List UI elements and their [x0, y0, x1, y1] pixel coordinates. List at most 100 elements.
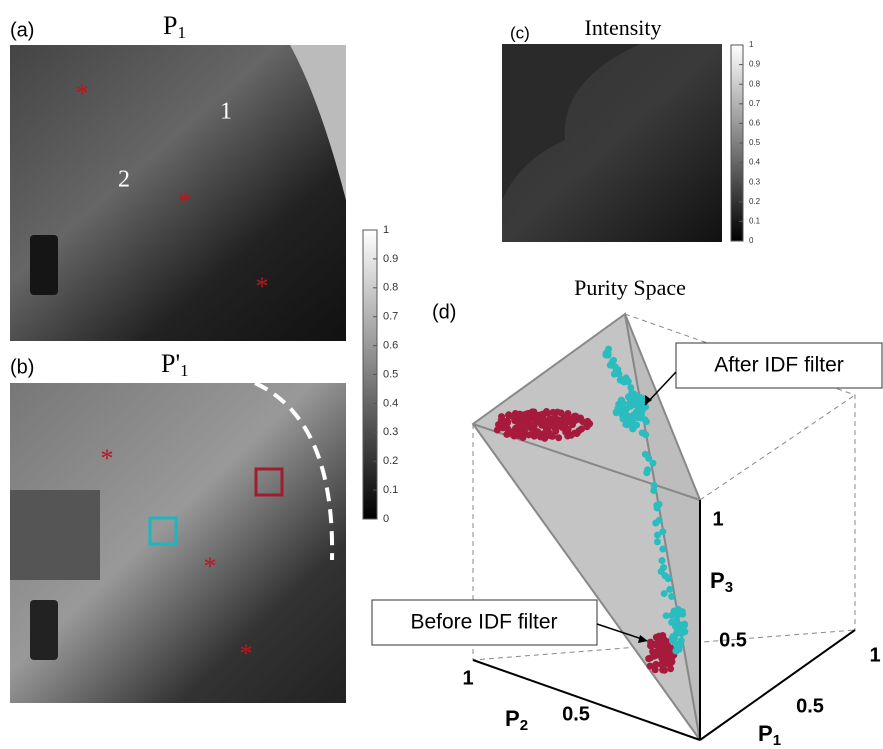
point [658, 557, 666, 565]
roi-red [254, 467, 284, 497]
colorbar-tick-label: 0.8 [749, 79, 761, 88]
point [504, 419, 512, 427]
point [642, 431, 650, 439]
point [618, 397, 626, 405]
colorbar-tick-label: 0.2 [383, 455, 398, 467]
colorbar-tick-label: 0 [383, 513, 389, 525]
point [632, 408, 640, 416]
boundary-dashes [254, 381, 335, 561]
star: * [240, 639, 253, 668]
colorbar-tick-label: 0.8 [383, 282, 398, 294]
colorbar-tick-label: 0.5 [749, 138, 761, 147]
point [503, 430, 511, 438]
title-sub: 1 [177, 23, 186, 42]
star: * [256, 272, 269, 301]
point [512, 425, 520, 433]
colorbar-tick-label: 0.5 [383, 368, 398, 380]
point [584, 417, 592, 425]
point [611, 363, 619, 371]
arrowhead [645, 395, 652, 405]
point [652, 651, 660, 659]
point [668, 658, 676, 666]
colorbar-tick-label: 0.3 [383, 426, 398, 438]
point [627, 384, 635, 392]
point [516, 417, 524, 425]
colorbar-tick-label: 1 [383, 224, 389, 236]
point [519, 434, 527, 442]
point [555, 434, 563, 442]
axis-main: P [505, 706, 520, 731]
stars: * * * [76, 79, 269, 301]
point [660, 564, 668, 572]
point [663, 651, 671, 659]
point [668, 592, 676, 600]
tick-label: 1 [712, 508, 723, 530]
title-main: P [163, 11, 177, 40]
point [543, 428, 551, 436]
point [554, 416, 562, 424]
colorbar-tick-label: 0.7 [749, 99, 761, 108]
point [651, 641, 659, 649]
point [674, 611, 682, 619]
image-p1 [10, 45, 346, 341]
callout-box [675, 342, 883, 389]
callout: Before IDF filter [410, 611, 557, 634]
region-label: 2 [118, 167, 130, 193]
point [562, 413, 570, 421]
point [652, 519, 660, 527]
point [666, 585, 674, 593]
point [497, 416, 505, 424]
colorbar-tick-label: 0.4 [383, 397, 398, 409]
point [660, 666, 668, 674]
point [638, 406, 646, 414]
axis-sub: 2 [520, 717, 528, 734]
axis-title: P2 [505, 706, 528, 734]
point [653, 538, 661, 546]
image-feature [502, 44, 640, 200]
tick-label: 1 [462, 667, 473, 689]
point [650, 487, 658, 495]
axis-title: P3 [710, 568, 733, 596]
tick-label: 0.5 [719, 629, 747, 651]
axis-labels: 1 0.5 P3 1 0.5 P1 1 0.5 P2 [462, 508, 880, 749]
point [645, 655, 653, 663]
roi-cyan [148, 516, 178, 546]
axis-title: P1 [758, 721, 781, 749]
point [541, 434, 549, 442]
point [612, 409, 620, 417]
point [541, 417, 549, 425]
point [642, 418, 650, 426]
panel-label: (b) [10, 356, 34, 378]
axis-main: P [758, 721, 773, 746]
arrow [596, 623, 646, 641]
point [677, 637, 685, 645]
point [568, 421, 576, 429]
colorbar-tick-label: 0.2 [749, 197, 761, 206]
point [644, 466, 652, 474]
colorbar-tick-label: 1 [749, 40, 754, 49]
tick-label: 0.5 [562, 703, 590, 725]
point [519, 425, 527, 433]
point [652, 660, 660, 668]
point [657, 649, 665, 657]
point [632, 394, 640, 402]
point [615, 370, 623, 378]
point [572, 413, 580, 421]
point [525, 431, 533, 439]
callout-box [371, 599, 598, 646]
colorbar-tick-label: 0.6 [749, 119, 761, 128]
tick-label: 1 [869, 644, 880, 666]
image-feature [30, 235, 58, 295]
image-feature [10, 490, 100, 580]
panel-title: Purity Space [574, 275, 686, 300]
point [548, 418, 556, 426]
point [622, 411, 630, 419]
colorbar-tick-label: 0.6 [383, 340, 398, 352]
point [508, 412, 516, 420]
point [675, 645, 683, 653]
colorbar-tick-label: 0.4 [749, 158, 761, 167]
point [667, 665, 675, 673]
point [672, 617, 680, 625]
point [637, 414, 645, 422]
